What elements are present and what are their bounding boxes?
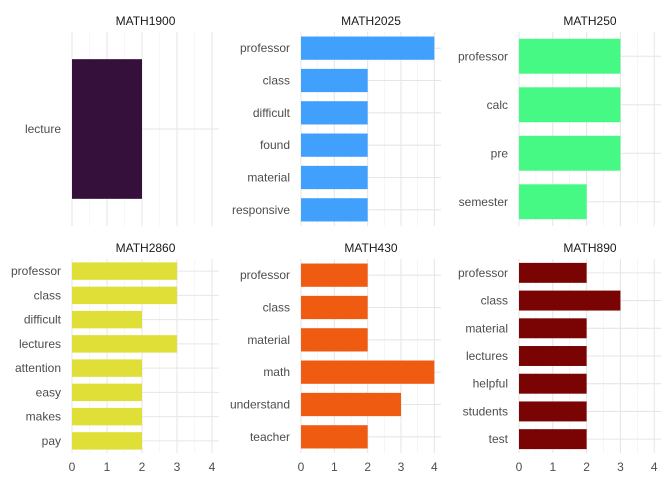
category-label: found xyxy=(260,138,290,152)
bar xyxy=(519,184,587,220)
bar xyxy=(519,290,621,311)
category-label: lecture xyxy=(25,122,61,136)
category-label: material xyxy=(247,333,290,347)
facet-panel: professor calc pre semester MATH250 xyxy=(458,14,661,226)
bar xyxy=(301,36,435,60)
facet-panel: professor class difficult found material resp… xyxy=(232,14,441,226)
x-tick-label: 0 xyxy=(69,460,76,474)
category-label: lectures xyxy=(466,349,508,363)
panel-title: MATH2025 xyxy=(341,14,401,28)
bar xyxy=(519,318,587,339)
bar xyxy=(301,295,368,320)
bar xyxy=(301,133,368,157)
bar xyxy=(301,68,368,93)
category-label: pay xyxy=(42,434,61,448)
x-tick-label: 4 xyxy=(209,460,216,474)
panel-title: MATH250 xyxy=(563,14,616,28)
category-label: students xyxy=(463,404,508,418)
bar xyxy=(519,346,587,366)
category-label: professor xyxy=(240,268,290,282)
category-label: material xyxy=(465,321,508,335)
category-label: difficult xyxy=(253,106,291,120)
bar xyxy=(72,262,177,280)
category-label: class xyxy=(481,294,508,308)
category-label: professor xyxy=(458,266,508,280)
category-label: attention xyxy=(15,361,61,375)
category-label: teacher xyxy=(250,430,290,444)
category-label: easy xyxy=(36,385,61,399)
x-tick-label: 1 xyxy=(104,460,111,474)
bar xyxy=(519,38,621,74)
bar xyxy=(301,328,368,352)
x-tick-label: 3 xyxy=(174,460,181,474)
bar xyxy=(301,101,368,125)
bar xyxy=(519,262,587,283)
category-label: understand xyxy=(230,398,290,412)
x-tick-label: 4 xyxy=(651,460,658,474)
bar xyxy=(72,310,142,329)
category-label: class xyxy=(34,288,61,302)
category-label: class xyxy=(263,74,290,88)
facet-panel: professor class material math understand teac… xyxy=(230,241,441,474)
facet-panel: professor class material lectures helpful stu… xyxy=(458,241,661,474)
category-label: responsive xyxy=(232,203,290,217)
category-label: professor xyxy=(11,264,61,278)
bar xyxy=(72,432,142,450)
bar xyxy=(301,360,435,384)
category-label: lectures xyxy=(19,337,61,351)
x-tick-label: 1 xyxy=(549,460,556,474)
panel-title: MATH890 xyxy=(563,241,616,255)
panel-title: MATH430 xyxy=(344,241,397,255)
facet-panel: professor class difficult lectures attention… xyxy=(11,241,219,474)
x-tick-label: 3 xyxy=(617,460,624,474)
category-label: test xyxy=(489,432,509,446)
panel-title: MATH2860 xyxy=(116,241,176,255)
x-tick-label: 2 xyxy=(364,460,371,474)
category-label: semester xyxy=(459,195,508,209)
x-tick-label: 0 xyxy=(516,460,523,474)
bar xyxy=(72,383,142,402)
facet-panel: lecture MATH1900 xyxy=(25,14,219,226)
category-label: difficult xyxy=(24,313,62,327)
bar xyxy=(519,429,587,450)
bar xyxy=(72,407,142,426)
bar xyxy=(72,335,177,353)
x-tick-label: 3 xyxy=(398,460,405,474)
category-label: math xyxy=(263,365,290,379)
x-tick-label: 4 xyxy=(431,460,438,474)
bar xyxy=(301,198,368,222)
category-label: professor xyxy=(240,41,290,55)
category-label: pre xyxy=(491,146,509,160)
category-label: calc xyxy=(487,98,508,112)
x-tick-label: 0 xyxy=(298,460,305,474)
x-tick-label: 1 xyxy=(331,460,338,474)
panel-title: MATH1900 xyxy=(116,14,176,28)
bar xyxy=(519,373,587,394)
bar xyxy=(519,87,621,123)
bar xyxy=(301,165,368,190)
category-label: makes xyxy=(26,410,61,424)
x-tick-label: 2 xyxy=(583,460,590,474)
bar xyxy=(301,263,368,287)
category-label: material xyxy=(247,171,290,185)
bar xyxy=(72,359,142,377)
bar xyxy=(301,425,368,449)
bar xyxy=(519,401,587,422)
bar xyxy=(519,135,621,171)
category-label: class xyxy=(263,301,290,315)
bar xyxy=(72,286,177,305)
category-label: professor xyxy=(458,49,508,63)
bar xyxy=(301,392,401,417)
category-label: helpful xyxy=(473,377,508,391)
x-tick-label: 2 xyxy=(139,460,146,474)
bar xyxy=(72,59,142,199)
